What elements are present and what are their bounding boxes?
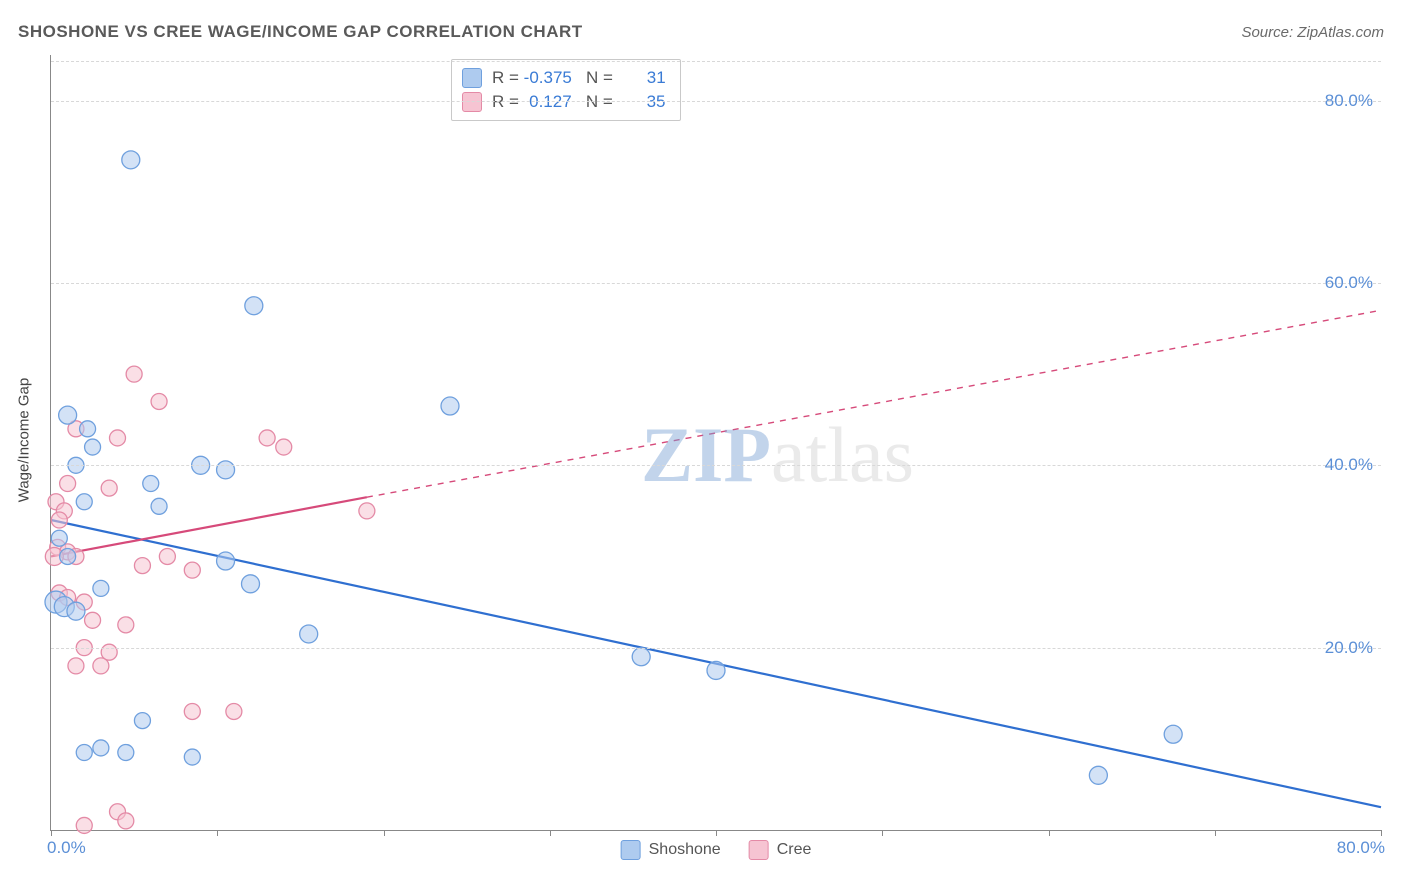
x-tick xyxy=(384,830,385,836)
scatter-point xyxy=(632,648,650,666)
scatter-point xyxy=(359,503,375,519)
scatter-point xyxy=(151,498,167,514)
scatter-point xyxy=(134,713,150,729)
x-tick xyxy=(1381,830,1382,836)
scatter-point xyxy=(184,562,200,578)
trendline-cree-dash xyxy=(367,310,1381,497)
y-axis-label: Wage/Income Gap xyxy=(16,378,33,503)
x-tick xyxy=(217,830,218,836)
scatter-point xyxy=(59,406,77,424)
scatter-point xyxy=(151,393,167,409)
x-tick xyxy=(716,830,717,836)
source-label: Source: ZipAtlas.com xyxy=(1241,24,1384,41)
legend-label: Cree xyxy=(777,841,812,859)
x-axis-min-label: 0.0% xyxy=(47,838,86,858)
scatter-point xyxy=(93,740,109,756)
gridline xyxy=(51,61,1381,62)
scatter-point xyxy=(159,548,175,564)
scatter-point xyxy=(118,617,134,633)
scatter-point xyxy=(51,512,67,528)
scatter-point xyxy=(126,366,142,382)
scatter-point xyxy=(1089,766,1107,784)
y-tick-label: 80.0% xyxy=(1325,91,1373,111)
gridline xyxy=(51,465,1381,466)
legend-bottom-item: Cree xyxy=(749,840,812,860)
scatter-point xyxy=(85,612,101,628)
scatter-point xyxy=(51,530,67,546)
legend-bottom: Shoshone Cree xyxy=(621,840,812,860)
scatter-point xyxy=(134,558,150,574)
plot-svg xyxy=(51,55,1381,830)
scatter-point xyxy=(68,658,84,674)
legend-label: Shoshone xyxy=(649,841,721,859)
legend-bottom-item: Shoshone xyxy=(621,840,721,860)
scatter-point xyxy=(80,421,96,437)
trendline-cree-solid xyxy=(51,497,367,556)
scatter-point xyxy=(76,494,92,510)
gridline xyxy=(51,648,1381,649)
legend-swatch xyxy=(621,840,641,860)
x-tick xyxy=(51,830,52,836)
y-tick-label: 60.0% xyxy=(1325,273,1373,293)
x-tick xyxy=(882,830,883,836)
scatter-point xyxy=(707,661,725,679)
scatter-point xyxy=(217,552,235,570)
scatter-point xyxy=(118,745,134,761)
scatter-point xyxy=(259,430,275,446)
scatter-point xyxy=(110,430,126,446)
x-axis-max-label: 80.0% xyxy=(1337,838,1385,858)
legend-swatch xyxy=(749,840,769,860)
scatter-point xyxy=(93,658,109,674)
scatter-point xyxy=(76,817,92,833)
gridline xyxy=(51,101,1381,102)
legend-top: R = -0.375 N = 31R = 0.127 N = 35 xyxy=(451,59,681,121)
scatter-point xyxy=(60,476,76,492)
scatter-point xyxy=(300,625,318,643)
scatter-point xyxy=(60,548,76,564)
scatter-point xyxy=(76,745,92,761)
scatter-point xyxy=(184,703,200,719)
scatter-point xyxy=(184,749,200,765)
legend-row: R = -0.375 N = 31 xyxy=(462,66,666,90)
legend-row: R = 0.127 N = 35 xyxy=(462,90,666,114)
scatter-point xyxy=(1164,725,1182,743)
y-tick-label: 40.0% xyxy=(1325,455,1373,475)
scatter-point xyxy=(101,480,117,496)
chart-title: SHOSHONE VS CREE WAGE/INCOME GAP CORRELA… xyxy=(18,22,583,42)
scatter-point xyxy=(93,580,109,596)
scatter-point xyxy=(242,575,260,593)
legend-swatch xyxy=(462,68,482,88)
scatter-point xyxy=(441,397,459,415)
scatter-point xyxy=(143,476,159,492)
scatter-point xyxy=(85,439,101,455)
scatter-point xyxy=(122,151,140,169)
gridline xyxy=(51,283,1381,284)
plot-area: ZIPatlas R = -0.375 N = 31R = 0.127 N = … xyxy=(50,55,1381,831)
scatter-point xyxy=(217,461,235,479)
scatter-point xyxy=(118,813,134,829)
scatter-point xyxy=(67,602,85,620)
legend-text: R = -0.375 N = 31 xyxy=(492,66,666,90)
scatter-point xyxy=(276,439,292,455)
chart-container: SHOSHONE VS CREE WAGE/INCOME GAP CORRELA… xyxy=(0,0,1406,892)
x-tick xyxy=(1049,830,1050,836)
y-tick-label: 20.0% xyxy=(1325,638,1373,658)
scatter-point xyxy=(226,703,242,719)
legend-swatch xyxy=(462,92,482,112)
scatter-point xyxy=(245,297,263,315)
legend-text: R = 0.127 N = 35 xyxy=(492,90,665,114)
x-tick xyxy=(1215,830,1216,836)
x-tick xyxy=(550,830,551,836)
